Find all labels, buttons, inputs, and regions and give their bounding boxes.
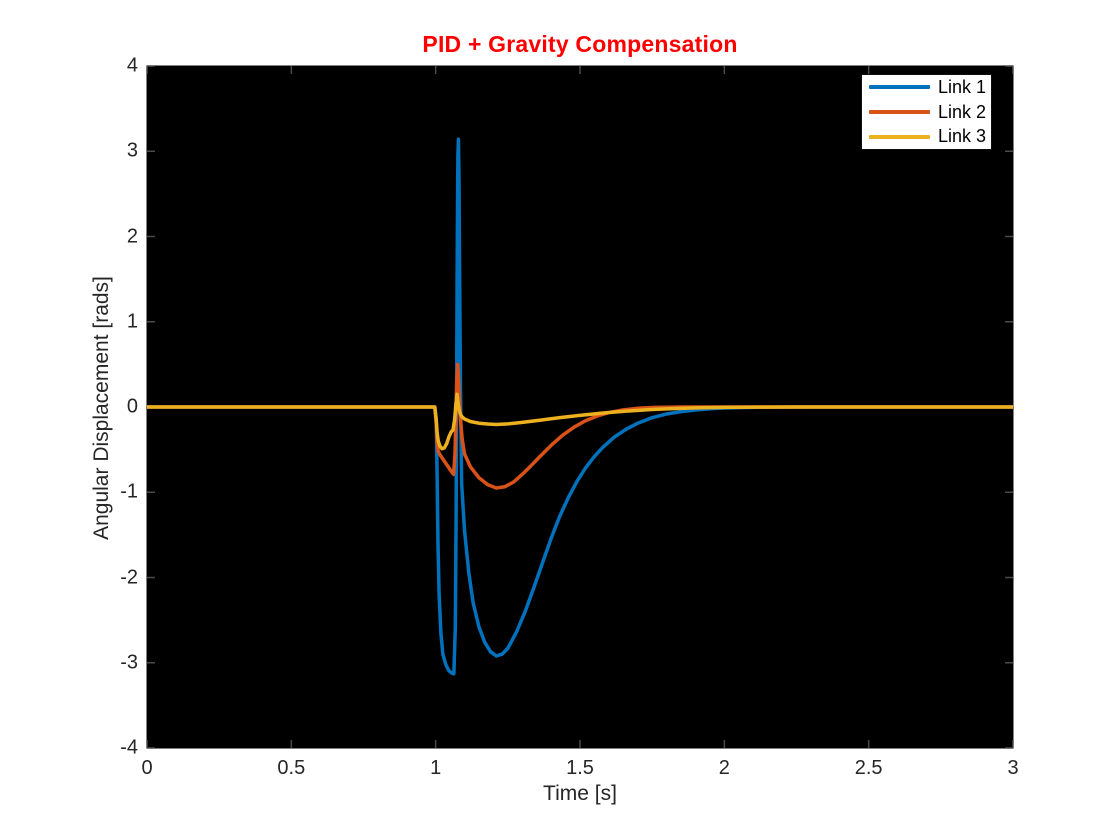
y-tick-label: 3: [126, 139, 138, 162]
legend: Link 1 Link 2 Link 3: [861, 74, 992, 150]
y-tick-label: 1: [126, 310, 138, 333]
x-tick-label: 1.5: [566, 757, 594, 779]
x-tick-label: 0.5: [277, 757, 306, 779]
y-tick-label: 4: [126, 54, 138, 77]
legend-line-sample-link-2: [869, 110, 930, 114]
chart-title: PID + Gravity Compensation: [422, 31, 738, 57]
y-tick-label: 0: [126, 395, 138, 418]
x-tick-label: 3: [1007, 757, 1019, 779]
y-tick-label: 2: [126, 225, 138, 247]
series-line-link-3: [147, 392, 1013, 451]
y-tick-label: -4: [120, 736, 138, 759]
legend-label-link-1: Link 1: [938, 76, 987, 97]
y-tick-label: -2: [120, 566, 138, 588]
x-tick-label: 2: [718, 757, 730, 779]
legend-line-sample-link-3: [869, 134, 930, 139]
legend-item-link-3: Link 3: [862, 124, 991, 149]
legend-item-link-1: Link 1: [862, 75, 991, 100]
series-line-link-2: [147, 362, 1013, 490]
legend-line-sample-link-1: [869, 85, 930, 90]
series-line-link-1: [147, 137, 1013, 676]
x-tick-label: 2.5: [854, 757, 883, 779]
x-tick-label: 0: [141, 757, 153, 779]
legend-label-link-2: Link 2: [938, 101, 987, 122]
legend-label-link-3: Link 3: [938, 126, 987, 147]
y-axis-label: Angular Displacement [rads]: [90, 276, 113, 540]
x-tick-label: 1: [430, 757, 442, 779]
x-axis-label: Time [s]: [543, 782, 617, 805]
legend-item-link-2: Link 2: [862, 100, 991, 125]
y-tick-label: -3: [120, 651, 138, 674]
y-tick-label: -1: [120, 480, 138, 503]
